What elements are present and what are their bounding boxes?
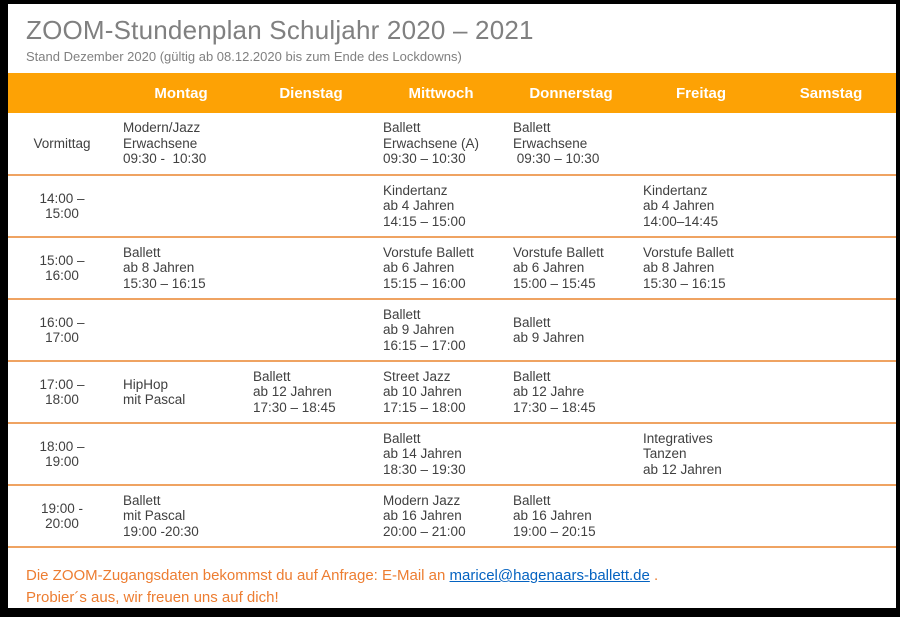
footer-line1-suffix: . — [649, 567, 659, 584]
empty-cell — [766, 237, 896, 300]
class-entry: Kindertanz ab 4 Jahren 14:00–14:45 — [636, 175, 766, 238]
time-slot-label: 17:00 –18:00 — [8, 361, 116, 424]
table-row: 17:00 –18:00 HipHop mit Pascal Ballett ab 12… — [8, 361, 896, 424]
day-header-freitag: Freitag — [636, 73, 766, 113]
table-row: 19:00 -20:00 Ballett mit Pascal 19:00 -20:3… — [8, 485, 896, 548]
class-entry: Ballett Erwachsene (A) 09:30 – 10:30 — [376, 113, 506, 176]
day-header-mittwoch: Mittwoch — [376, 73, 506, 113]
empty-cell — [766, 175, 896, 238]
class-entry: Vorstufe Ballett ab 6 Jahren 15:00 – 15:45 — [506, 237, 636, 300]
table-row: 18:00 –19:00 Ballett ab 14 Jahren 18:30 – 1… — [8, 423, 896, 486]
time-slot-label: 16:00 –17:00 — [8, 299, 116, 362]
empty-cell — [766, 113, 896, 176]
day-header-row: Montag Dienstag Mittwoch Donnerstag Frei… — [8, 73, 896, 113]
class-entry: HipHop mit Pascal — [116, 361, 246, 424]
document-header: ZOOM-Stundenplan Schuljahr 2020 – 2021 S… — [8, 4, 896, 64]
day-header-dienstag: Dienstag — [246, 73, 376, 113]
schedule-table: Montag Dienstag Mittwoch Donnerstag Frei… — [8, 73, 896, 548]
time-slot-label: 14:00 –15:00 — [8, 175, 116, 238]
class-entry: Ballett ab 9 Jahren 16:15 – 17:00 — [376, 299, 506, 362]
day-header-samstag: Samstag — [766, 73, 896, 113]
empty-cell — [506, 423, 636, 486]
empty-cell — [116, 299, 246, 362]
footer-line-1: Die ZOOM-Zugangsdaten bekommst du auf An… — [26, 565, 878, 587]
schedule-body: Vormittag Modern/Jazz Erwachsene 09:30 - 10… — [8, 113, 896, 548]
class-entry: Ballett ab 16 Jahren 19:00 – 20:15 — [506, 485, 636, 548]
empty-cell — [636, 485, 766, 548]
time-slot-label: 18:00 –19:00 — [8, 423, 116, 486]
class-entry: Ballett ab 8 Jahren 15:30 – 16:15 — [116, 237, 246, 300]
page-title: ZOOM-Stundenplan Schuljahr 2020 – 2021 — [26, 15, 534, 45]
empty-cell — [636, 361, 766, 424]
page-subtitle: Stand Dezember 2020 (gültig ab 08.12.202… — [26, 49, 462, 64]
time-slot-label: Vormittag — [8, 113, 116, 176]
class-entry: Integratives Tanzen ab 12 Jahren — [636, 423, 766, 486]
class-entry: Ballett ab 14 Jahren 18:30 – 19:30 — [376, 423, 506, 486]
empty-cell — [766, 299, 896, 362]
time-slot-label: 15:00 –16:00 — [8, 237, 116, 300]
empty-cell — [246, 485, 376, 548]
empty-cell — [246, 175, 376, 238]
class-entry: Kindertanz ab 4 Jahren 14:15 – 15:00 — [376, 175, 506, 238]
table-row: 15:00 –16:00 Ballett ab 8 Jahren 15:30 – 16… — [8, 237, 896, 300]
class-entry: Ballett ab 9 Jahren — [506, 299, 636, 362]
time-slot-label: 19:00 -20:00 — [8, 485, 116, 548]
class-entry: Ballett ab 12 Jahren 17:30 – 18:45 — [246, 361, 376, 424]
day-header-montag: Montag — [116, 73, 246, 113]
corner-header-cell — [8, 73, 116, 113]
class-entry: Modern/Jazz Erwachsene 09:30 - 10:30 — [116, 113, 246, 176]
table-row: Vormittag Modern/Jazz Erwachsene 09:30 - 10… — [8, 113, 896, 176]
class-entry: Vorstufe Ballett ab 6 Jahren 15:15 – 16:00 — [376, 237, 506, 300]
empty-cell — [246, 113, 376, 176]
empty-cell — [116, 175, 246, 238]
day-header-donnerstag: Donnerstag — [506, 73, 636, 113]
empty-cell — [246, 423, 376, 486]
empty-cell — [636, 113, 766, 176]
class-entry: Street Jazz ab 10 Jahren 17:15 – 18:00 — [376, 361, 506, 424]
empty-cell — [116, 423, 246, 486]
footer-note: Die ZOOM-Zugangsdaten bekommst du auf An… — [8, 548, 896, 608]
footer-line-2: Probier´s aus, wir freuen uns auf dich! — [26, 589, 279, 606]
footer-line1-prefix: Die ZOOM-Zugangsdaten bekommst du auf An… — [26, 567, 450, 584]
empty-cell — [766, 485, 896, 548]
empty-cell — [766, 361, 896, 424]
empty-cell — [506, 175, 636, 238]
class-entry: Modern Jazz ab 16 Jahren 20:00 – 21:00 — [376, 485, 506, 548]
class-entry: Vorstufe Ballett ab 8 Jahren 15:30 – 16:15 — [636, 237, 766, 300]
empty-cell — [766, 423, 896, 486]
empty-cell — [246, 237, 376, 300]
table-row: 14:00 –15:00 Kindertanz ab 4 Jahren 14:15 –… — [8, 175, 896, 238]
email-link[interactable]: maricel@hagenaars-ballett.de — [449, 567, 650, 584]
class-entry: Ballett Erwachsene 09:30 – 10:30 — [506, 113, 636, 176]
empty-cell — [246, 299, 376, 362]
empty-cell — [636, 299, 766, 362]
class-entry: Ballett ab 12 Jahre 17:30 – 18:45 — [506, 361, 636, 424]
table-row: 16:00 –17:00 Ballett ab 9 Jahren 16:15 – 17… — [8, 299, 896, 362]
class-entry: Ballett mit Pascal 19:00 -20:30 — [116, 485, 246, 548]
